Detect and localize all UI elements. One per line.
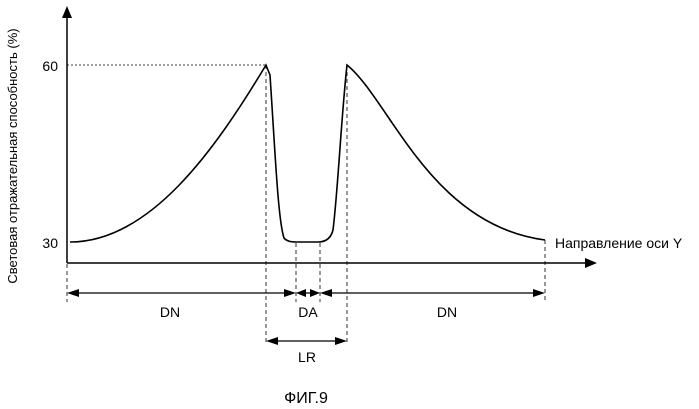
figure-caption: ФИГ.9 xyxy=(284,390,328,407)
y-tick-30: 30 xyxy=(42,235,58,251)
label-dn-left: DN xyxy=(160,304,180,320)
y-axis-arrowhead xyxy=(62,6,72,18)
label-da: DA xyxy=(298,304,318,320)
y-tick-60: 60 xyxy=(42,58,58,74)
x-axis-arrowhead xyxy=(585,258,597,268)
y-axis-label: Световая отражательная способность (%) xyxy=(5,28,20,283)
label-lr: LR xyxy=(298,349,316,365)
reflectance-curve xyxy=(70,65,545,242)
dn-left-dimension xyxy=(67,289,296,297)
dn-right-dimension xyxy=(320,289,545,297)
lr-dimension xyxy=(266,337,347,345)
x-axis-label: Направление оси Y xyxy=(555,235,683,251)
label-dn-right: DN xyxy=(437,304,457,320)
da-dimension xyxy=(296,289,320,297)
